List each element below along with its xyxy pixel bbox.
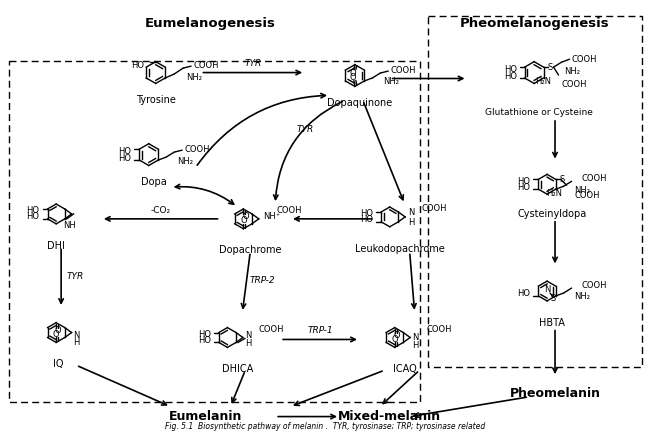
Text: S: S — [547, 63, 553, 71]
Text: Pheomelanin: Pheomelanin — [510, 388, 600, 401]
Text: HO: HO — [360, 210, 373, 218]
Text: Dopa: Dopa — [141, 177, 167, 187]
Text: O: O — [242, 213, 249, 221]
Text: NH₂: NH₂ — [564, 67, 581, 76]
Text: O: O — [350, 73, 356, 82]
Text: TRP-2: TRP-2 — [249, 276, 275, 284]
Text: NH₂: NH₂ — [186, 72, 202, 81]
Text: Pheomelanogenesis: Pheomelanogenesis — [460, 16, 609, 29]
Text: COOH: COOH — [390, 65, 416, 74]
Text: COOH: COOH — [426, 325, 452, 334]
Text: TYR: TYR — [66, 271, 84, 281]
Text: NH₂: NH₂ — [383, 78, 399, 87]
Text: H: H — [408, 218, 415, 227]
Text: HO: HO — [27, 207, 40, 216]
Text: NH₂: NH₂ — [575, 292, 590, 301]
Text: Glutathione or Cysteine: Glutathione or Cysteine — [485, 108, 593, 116]
Text: COOH: COOH — [572, 55, 597, 64]
Text: NH⁺: NH⁺ — [263, 213, 280, 221]
Text: Tyrosine: Tyrosine — [136, 95, 176, 105]
Text: O: O — [350, 69, 356, 78]
Text: TRP-1: TRP-1 — [307, 326, 333, 335]
Text: HO: HO — [118, 147, 132, 155]
Text: Cysteinyldopa: Cysteinyldopa — [518, 209, 587, 219]
Text: HO: HO — [118, 154, 132, 162]
Text: COOH: COOH — [259, 325, 284, 334]
Text: H: H — [74, 338, 80, 347]
Text: H₂N: H₂N — [536, 78, 551, 87]
Text: COOH: COOH — [193, 61, 219, 70]
Text: HBTA: HBTA — [539, 318, 565, 328]
Text: O: O — [53, 330, 59, 339]
Text: N: N — [412, 333, 419, 342]
Text: N: N — [74, 331, 80, 340]
Text: NH₂: NH₂ — [575, 186, 590, 195]
Text: H₂N: H₂N — [546, 189, 562, 197]
Text: O: O — [393, 331, 400, 340]
Text: O: O — [55, 326, 61, 335]
Text: Leukodopachrome: Leukodopachrome — [355, 243, 445, 253]
Text: NH₂: NH₂ — [177, 157, 193, 165]
Text: IQ: IQ — [53, 359, 63, 369]
Text: ICAQ: ICAQ — [393, 364, 417, 374]
Text: H: H — [412, 341, 419, 350]
Text: DHICA: DHICA — [222, 364, 253, 374]
Text: HO: HO — [518, 290, 531, 298]
Text: HO: HO — [504, 65, 517, 74]
Text: N: N — [245, 331, 251, 340]
Text: Dopaquinone: Dopaquinone — [327, 98, 393, 108]
Text: COOH: COOH — [575, 191, 600, 200]
Text: COOH: COOH — [421, 204, 447, 213]
Text: Eumelanogenesis: Eumelanogenesis — [145, 16, 276, 29]
Text: S: S — [560, 175, 565, 184]
Text: N: N — [408, 208, 415, 217]
Text: HO: HO — [518, 183, 531, 192]
Text: NH: NH — [63, 221, 76, 230]
Text: Eumelanin: Eumelanin — [169, 410, 242, 423]
Text: Fig. 5.1  Biosynthetic pathway of melanin .  TYR, tyrosinase; TRP; tyrosinase re: Fig. 5.1 Biosynthetic pathway of melanin… — [165, 422, 485, 431]
Text: COOH: COOH — [277, 207, 302, 216]
Text: Mixed-melanin: Mixed-melanin — [338, 410, 441, 423]
Text: O: O — [240, 216, 247, 225]
Text: DHI: DHI — [48, 241, 65, 251]
Text: COOH: COOH — [581, 174, 607, 183]
Text: TYR: TYR — [296, 126, 314, 134]
Text: HO: HO — [518, 177, 531, 186]
Text: COOH: COOH — [184, 145, 210, 154]
Text: N: N — [544, 284, 550, 294]
Text: -CO₂: -CO₂ — [150, 207, 171, 216]
Text: O: O — [391, 335, 398, 344]
Text: COOH: COOH — [562, 81, 587, 90]
Text: Dopachrome: Dopachrome — [219, 246, 282, 255]
Text: TYR: TYR — [245, 59, 262, 68]
Text: HO: HO — [131, 61, 144, 70]
Text: COOH: COOH — [581, 281, 607, 290]
Text: HO: HO — [198, 336, 211, 345]
Text: HO: HO — [504, 71, 517, 81]
Text: S: S — [550, 294, 556, 304]
Text: HO: HO — [27, 213, 40, 221]
Text: H: H — [245, 339, 251, 348]
Text: HO: HO — [360, 215, 373, 224]
Text: HO: HO — [198, 330, 211, 339]
